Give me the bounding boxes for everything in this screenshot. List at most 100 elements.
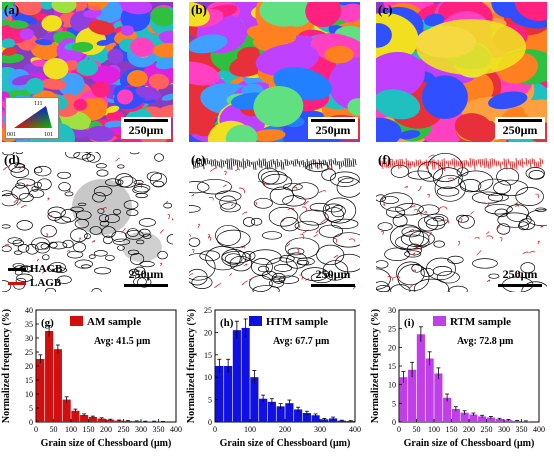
hagb-boundary [73, 152, 91, 160]
hagb-boundary [70, 228, 88, 243]
histogram-bar [302, 413, 311, 422]
histogram-bar [495, 419, 504, 422]
grain-patch [246, 24, 297, 45]
lagb-label: LAGB [30, 277, 62, 289]
hagb-boundary [425, 217, 446, 230]
x-tick-label: 300 [498, 425, 510, 434]
surface-boundary [459, 161, 462, 168]
legend-swatch [249, 316, 262, 326]
scale-bar-label: 250μm [502, 123, 538, 137]
surface-boundary [473, 159, 476, 170]
hagb-boundary [13, 250, 23, 255]
surface-boundary [304, 161, 307, 170]
grain-patch [398, 130, 421, 140]
lagb-boundary [299, 274, 303, 280]
ipf-corner-001: 001 [7, 132, 16, 138]
grain-patch [376, 89, 421, 120]
histogram-bar [294, 409, 303, 422]
hagb-boundary [94, 267, 112, 275]
grain-patch [150, 6, 173, 27]
hagb-boundary [88, 254, 96, 259]
histogram-bar [53, 349, 62, 422]
lagb-boundary [137, 182, 142, 188]
x-tick-label: 0 [397, 425, 401, 434]
hagb-boundary [426, 257, 456, 281]
surface-boundary [330, 158, 333, 170]
grain-patch [11, 13, 38, 25]
y-tick-label: 0 [29, 418, 33, 427]
histogram-bar [443, 397, 452, 422]
x-tick-label: 300 [314, 425, 326, 434]
hagb-boundary [57, 275, 72, 284]
panel-label: (i) [404, 317, 415, 329]
hagb-boundary [18, 192, 34, 203]
x-tick-label: 100 [244, 425, 256, 434]
grain-patch [281, 2, 313, 27]
surface-boundary [515, 157, 518, 170]
surface-boundary [196, 158, 199, 169]
surface-boundary [248, 160, 251, 168]
hagb-boundary [271, 272, 286, 284]
hagb-boundary [137, 276, 152, 288]
surface-boundary [405, 158, 408, 168]
lagb-boundary [47, 197, 50, 201]
lagb-boundary [485, 231, 490, 235]
hagb-boundary [65, 152, 80, 159]
hagb-boundary [279, 254, 295, 263]
hagb-boundary [322, 260, 349, 281]
surface-boundary [352, 158, 355, 168]
surface-boundary [509, 161, 512, 169]
surface-boundary [260, 160, 263, 169]
y-tick-label: 5 [392, 399, 396, 408]
surface-boundary [485, 158, 488, 168]
hagb-boundary [330, 205, 346, 218]
ipf-color-key: 111 001 101 [5, 97, 59, 139]
lagb-boundary [315, 230, 319, 234]
lagb-boundary [381, 231, 384, 235]
lagb-boundary [413, 209, 418, 213]
scale-bar-label: 250μm [315, 123, 351, 137]
hagb-boundary [35, 242, 51, 254]
surface-boundary [397, 159, 400, 169]
histogram-bar [215, 366, 224, 422]
lagb-boundary [286, 243, 291, 247]
hagb-boundary [376, 194, 386, 202]
grain-patch [192, 117, 216, 137]
grain-patch [488, 91, 528, 110]
surface-boundary [395, 159, 398, 165]
surface-boundary [527, 159, 530, 165]
histogram-bar [311, 415, 320, 422]
hagb-boundary [285, 237, 320, 259]
y-tick-label: 15 [25, 376, 33, 385]
hagb-boundary [102, 235, 113, 245]
hagb-boundary [432, 216, 445, 222]
hagb-boundary [125, 230, 144, 240]
surface-boundary [212, 159, 215, 167]
surface-boundary [467, 161, 470, 167]
hagb-boundary [113, 238, 131, 246]
y-tick-label: 10 [25, 390, 33, 399]
hagb-boundary [75, 210, 92, 220]
average-annotation: Avg: 41.5 μm [94, 336, 151, 347]
hagb-boundary [496, 167, 520, 186]
hagb-boundary [205, 246, 241, 271]
surface-boundary [383, 157, 386, 168]
surface-boundary [220, 159, 223, 169]
hagb-line-swatch [8, 267, 26, 271]
lagb-boundary [45, 233, 48, 238]
lagb-boundary [414, 247, 421, 251]
hagb-boundary [58, 182, 71, 192]
grain-patch [86, 125, 115, 142]
hagb-boundary [40, 225, 57, 238]
hagb-boundary [2, 152, 15, 156]
ebsd-map-c: (c) 250μm [376, 2, 547, 142]
surface-boundary [316, 161, 319, 170]
surface-boundary [336, 161, 339, 166]
hagb-boundary [518, 218, 536, 230]
grain-patch [73, 98, 88, 111]
hagb-boundary [299, 209, 329, 226]
hagb-boundary [407, 170, 432, 180]
hagb-boundary [47, 211, 62, 221]
scale-bar: 250μm [121, 117, 171, 139]
hagb-boundary [278, 275, 300, 284]
